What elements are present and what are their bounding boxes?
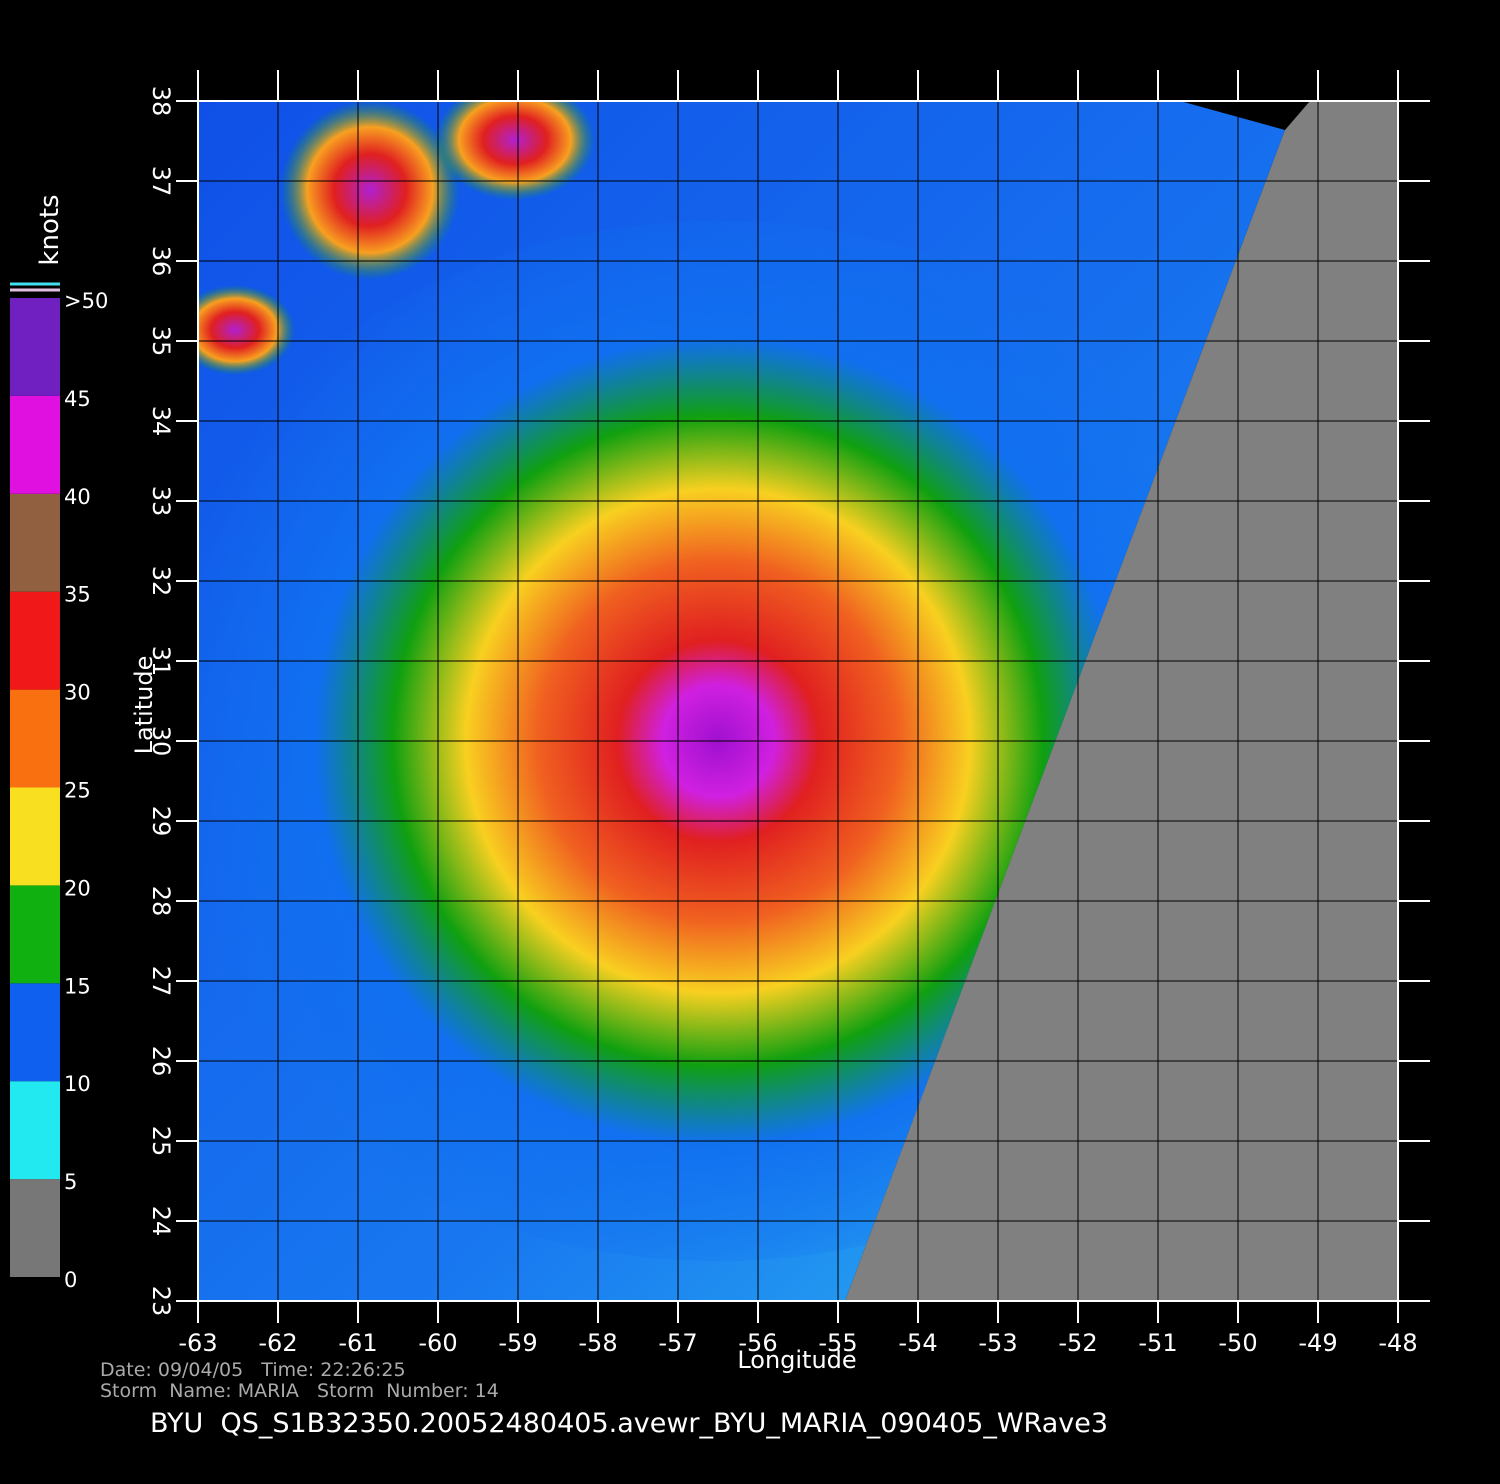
x-tick-label: -51 [1138, 1329, 1177, 1357]
x-tick-label: -52 [1058, 1329, 1097, 1357]
colorbar-tick-label: 25 [64, 779, 91, 803]
y-tick-label: 25 [147, 1126, 175, 1157]
x-tick-label: -56 [738, 1329, 777, 1357]
x-tick-label: -49 [1298, 1329, 1337, 1357]
y-tick-label: 35 [147, 326, 175, 357]
file-line: BYU QS_S1B32350.20052480405.avewr_BYU_MA… [150, 1408, 1108, 1439]
y-tick-label: 29 [147, 806, 175, 837]
y-tick-label: 24 [147, 1206, 175, 1237]
storm-line: Storm Name: MARIA Storm Number: 14 [100, 1380, 499, 1402]
y-tick-label: 34 [147, 406, 175, 437]
colorbar-segment [10, 591, 60, 690]
colorbar-segment [10, 885, 60, 984]
colorbar-tick-label: 35 [64, 583, 91, 607]
x-tick-label: -54 [898, 1329, 937, 1357]
x-axis-label: Longitude [737, 1346, 856, 1374]
colorbar-segment [10, 1179, 60, 1277]
y-tick-label: 33 [147, 486, 175, 517]
colorbar-segment [10, 689, 60, 788]
colorbar-tick-label: 30 [64, 681, 91, 705]
x-tick-label: -50 [1218, 1329, 1257, 1357]
colorbar-tick-label: 5 [64, 1170, 77, 1194]
x-tick-label: -59 [498, 1329, 537, 1357]
x-tick-label: -62 [258, 1329, 297, 1357]
y-tick-label: 38 [147, 86, 175, 117]
colorbar-tick-label: 20 [64, 876, 91, 900]
colorbar-segment [10, 1081, 60, 1180]
x-tick-label: -48 [1378, 1329, 1417, 1357]
y-tick-label: 30 [147, 726, 175, 757]
x-tick-label: -60 [418, 1329, 457, 1357]
x-tick-label: -57 [658, 1329, 697, 1357]
y-tick-label: 23 [147, 1286, 175, 1317]
colorbar-tick-label: 40 [64, 485, 91, 509]
plot-frame [197, 100, 1399, 1302]
y-tick-label: 36 [147, 246, 175, 277]
colorbar-label: knots [35, 194, 65, 265]
y-tick-label: 28 [147, 886, 175, 917]
colorbar-segment [10, 493, 60, 592]
colorbar-tick-label: 10 [64, 1072, 91, 1096]
colorbar-segment [10, 298, 60, 396]
y-axis-label: Latitude [130, 656, 158, 755]
colorbar-segment [10, 787, 60, 886]
y-tick-label: 37 [147, 166, 175, 197]
colorbar-tick-label: 15 [64, 974, 91, 998]
y-tick-label: 27 [147, 966, 175, 997]
x-tick-label: -53 [978, 1329, 1017, 1357]
colorbar-segment [10, 395, 60, 494]
y-tick-label: 26 [147, 1046, 175, 1077]
colorbar-segment [10, 983, 60, 1082]
colorbar-tick-label: 45 [64, 387, 91, 411]
y-tick-label: 31 [147, 646, 175, 677]
x-tick-label: -61 [338, 1329, 377, 1357]
x-tick-label: -58 [578, 1329, 617, 1357]
x-tick-label: -63 [178, 1329, 217, 1357]
no-data-area [845, 101, 1398, 1301]
date-line: Date: 09/04/05 Time: 22:26:25 [100, 1359, 406, 1381]
colorbar-tick-label: 0 [64, 1268, 77, 1292]
x-tick-label: -55 [818, 1329, 857, 1357]
y-tick-label: 32 [147, 566, 175, 597]
colorbar-tick-label: >50 [64, 289, 108, 313]
